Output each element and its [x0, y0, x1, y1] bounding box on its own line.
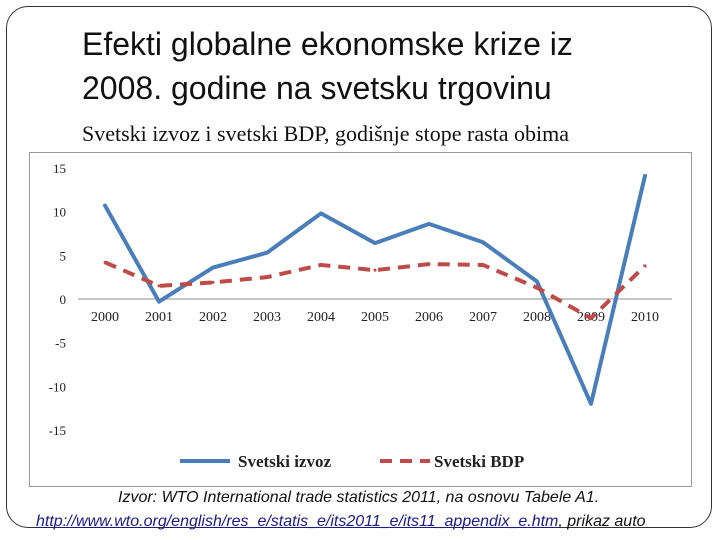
data-point: [157, 300, 161, 304]
data-point: [211, 280, 215, 284]
slide-title: Efekti globalne ekonomske krize iz 2008.…: [82, 22, 702, 110]
data-point: [643, 174, 647, 178]
x-tick-label: 2002: [199, 310, 227, 325]
legend-label-bdp: Svetski BDP: [434, 452, 524, 471]
x-tick-label: 2010: [631, 310, 659, 325]
data-point: [535, 280, 539, 284]
data-point: [589, 316, 593, 320]
series-line-izvoz: [103, 173, 647, 406]
data-point: [481, 240, 485, 244]
x-tick-label: 2000: [91, 310, 119, 325]
x-tick-label: 2005: [361, 310, 389, 325]
source-note: Izvor: WTO International trade statistic…: [118, 489, 600, 506]
series-line-bdp: [104, 260, 647, 321]
x-tick-label: 2006: [415, 310, 443, 325]
data-point: [319, 211, 323, 215]
data-point: [427, 222, 431, 226]
x-tick-label: 2001: [145, 310, 173, 325]
data-point: [373, 268, 377, 272]
data-point: [265, 275, 269, 279]
y-tick-label: -10: [49, 379, 66, 394]
y-tick-label: -5: [55, 336, 66, 351]
data-point: [481, 263, 485, 267]
y-tick-label: 15: [53, 161, 66, 176]
legend-label-izvoz: Svetski izvoz: [238, 452, 331, 471]
data-point: [157, 284, 161, 288]
title-line-1: Efekti globalne ekonomske krize iz: [82, 26, 573, 62]
data-point: [103, 260, 107, 264]
data-point: [643, 264, 647, 268]
chart-area: 15 10 5 0 -5 -10 -15 2000 2001 2002 2003 2004 2005 20…: [29, 152, 692, 487]
data-point: [265, 251, 269, 255]
y-tick-label: 5: [60, 248, 67, 263]
source-line-2: http://www.wto.org/english/res_e/statis_…: [36, 513, 720, 531]
data-point: [103, 204, 107, 208]
y-tick-label: 0: [60, 292, 67, 307]
data-point: [427, 262, 431, 266]
data-point: [535, 286, 539, 290]
title-line-2: 2008. godine na svetsku trgovinu: [82, 70, 552, 106]
x-tick-label: 2007: [469, 310, 497, 325]
data-point: [373, 241, 377, 245]
x-tick-label: 2008: [523, 310, 551, 325]
source-link[interactable]: http://www.wto.org/english/res_e/statis_…: [36, 513, 559, 530]
y-tick-label: -15: [49, 423, 66, 438]
x-tick-label: 2004: [307, 310, 335, 325]
data-point: [211, 266, 215, 270]
slide-frame: [6, 6, 712, 528]
data-point: [319, 263, 323, 267]
line-chart: 15 10 5 0 -5 -10 -15 2000 2001 2002 2003 2004 2005 20…: [49, 161, 672, 471]
y-tick-label: 10: [53, 205, 66, 220]
source-suffix: , prikaz auto: [558, 513, 646, 530]
data-point: [589, 402, 593, 406]
x-tick-label: 2003: [253, 310, 281, 325]
slide-subtitle: Svetski izvoz i svetski BDP, godišnje st…: [82, 121, 570, 146]
